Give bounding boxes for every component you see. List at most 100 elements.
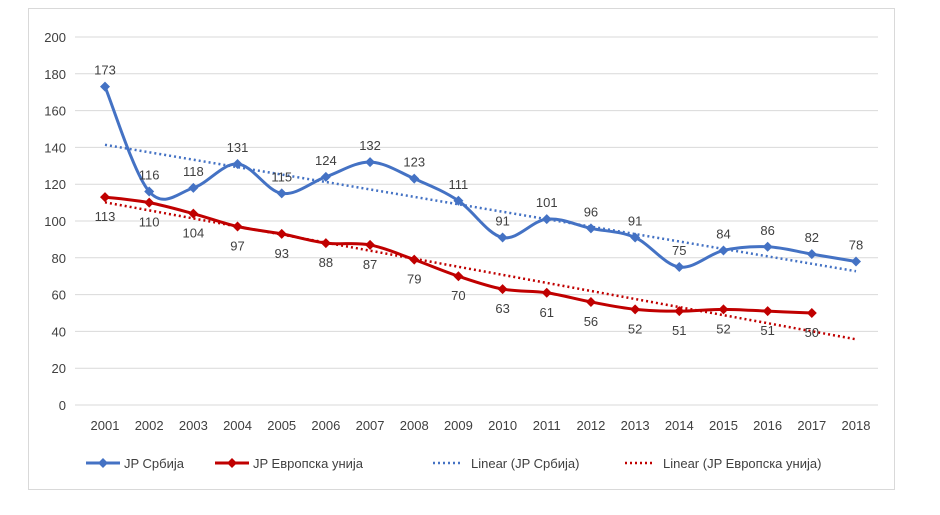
trendline (104, 143, 857, 273)
data-point-marker (630, 232, 641, 243)
x-tick-label: 2012 (576, 418, 605, 433)
data-label: 79 (407, 272, 421, 287)
data-point-marker (320, 238, 331, 249)
x-tick-label: 2006 (311, 418, 340, 433)
data-label: 86 (760, 223, 774, 238)
data-label: 116 (139, 168, 160, 183)
data-label: 51 (672, 323, 686, 338)
data-point-marker (100, 192, 110, 203)
legend-label: Linear (JP Србија) (471, 456, 579, 471)
data-point-marker (806, 249, 817, 260)
y-tick-label: 40 (52, 324, 66, 339)
x-tick-label: 2015 (709, 418, 738, 433)
x-tick-label: 2010 (488, 418, 517, 433)
data-label: 52 (628, 321, 642, 336)
y-tick-label: 100 (44, 214, 66, 229)
y-tick-label: 140 (44, 140, 66, 155)
y-tick-label: 0 (59, 398, 66, 413)
data-point-marker (232, 221, 243, 232)
data-point-marker (276, 188, 287, 199)
y-tick-label: 200 (44, 30, 66, 45)
data-point-marker (409, 173, 420, 184)
y-tick-label: 80 (52, 251, 66, 266)
data-label: 84 (716, 226, 730, 241)
x-tick-label: 2009 (444, 418, 473, 433)
x-tick-label: 2011 (533, 418, 561, 433)
data-label: 96 (584, 204, 598, 219)
data-point-marker (453, 195, 464, 206)
x-tick-label: 2018 (842, 418, 871, 433)
data-point-marker (718, 245, 729, 256)
data-label: 50 (805, 325, 819, 340)
series-line (103, 86, 857, 269)
data-point-marker (365, 239, 376, 250)
data-label: 91 (628, 214, 642, 229)
data-point-marker (585, 296, 596, 307)
data-label: 61 (540, 305, 554, 320)
data-label: 51 (760, 323, 774, 338)
data-label: 115 (271, 169, 292, 184)
data-label: 52 (716, 321, 730, 336)
data-label: 110 (139, 215, 160, 230)
data-label: 118 (183, 164, 204, 179)
data-label: 111 (449, 177, 469, 192)
data-point-marker (144, 186, 155, 197)
y-tick-label: 60 (52, 288, 66, 303)
data-label: 75 (672, 243, 686, 258)
legend-label: JP Европска унија (253, 456, 364, 471)
data-label: 78 (849, 237, 863, 252)
data-point-marker (541, 214, 552, 225)
data-label: 131 (227, 140, 249, 155)
data-point-marker (365, 157, 376, 168)
data-label: 101 (536, 195, 558, 210)
data-point-marker (232, 158, 243, 169)
data-point-marker (806, 308, 817, 318)
data-point-marker (718, 304, 729, 315)
x-tick-label: 2002 (135, 418, 164, 433)
y-tick-label: 160 (44, 104, 66, 119)
data-label: 124 (315, 153, 337, 168)
data-label: 123 (403, 155, 425, 170)
x-tick-label: 2003 (179, 418, 208, 433)
data-point-marker (851, 256, 861, 267)
data-point-marker (497, 232, 508, 243)
data-label: 87 (363, 257, 377, 272)
trendline (104, 201, 857, 341)
x-tick-label: 2005 (267, 418, 296, 433)
x-tick-label: 2014 (665, 418, 694, 433)
data-label: 113 (95, 209, 116, 224)
data-point-marker (630, 304, 641, 315)
data-point-marker (585, 223, 596, 234)
data-point-marker (100, 81, 110, 92)
data-point-marker (674, 262, 685, 272)
x-tick-label: 2007 (356, 418, 385, 433)
data-point-marker (144, 197, 155, 208)
data-point-marker (320, 171, 331, 182)
x-tick-label: 2013 (621, 418, 650, 433)
y-tick-label: 120 (44, 177, 66, 192)
x-tick-label: 2017 (797, 418, 826, 433)
chart-frame (28, 8, 895, 490)
y-tick-label: 180 (44, 67, 66, 82)
x-tick-label: 2008 (400, 418, 429, 433)
data-label: 70 (451, 288, 465, 303)
data-point-marker (188, 208, 199, 219)
legend-label: Linear (JP Европска унија) (663, 456, 821, 471)
data-point-marker (188, 182, 199, 193)
data-label: 82 (805, 230, 819, 245)
data-label: 91 (495, 214, 509, 229)
data-point-marker (409, 254, 420, 265)
x-tick-label: 2001 (91, 418, 120, 433)
x-tick-label: 2016 (753, 418, 782, 433)
legend-label: JP Србија (124, 456, 185, 471)
data-point-marker (453, 271, 464, 282)
data-label: 56 (584, 314, 598, 329)
legend-marker (227, 458, 237, 468)
data-label: 63 (495, 301, 509, 316)
data-point-marker (497, 284, 508, 295)
data-label: 93 (274, 246, 288, 261)
data-point-marker (541, 287, 552, 298)
legend-marker (98, 458, 108, 468)
x-tick-label: 2004 (223, 418, 252, 433)
